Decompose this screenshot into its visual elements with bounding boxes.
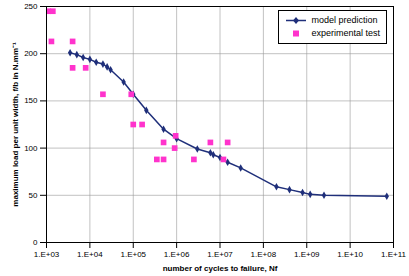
svg-text:1.E+09: 1.E+09 [294, 250, 320, 259]
svg-text:1.E+07: 1.E+07 [207, 250, 233, 259]
svg-text:250: 250 [24, 2, 38, 11]
svg-text:1.E+10: 1.E+10 [337, 250, 363, 259]
svg-text:maximum load per unit width, f: maximum load per unit width, f/b in N.mm… [11, 42, 20, 207]
svg-text:1.E+08: 1.E+08 [251, 250, 277, 259]
svg-text:100: 100 [24, 144, 38, 153]
svg-text:1.E+03: 1.E+03 [34, 250, 60, 259]
svg-text:200: 200 [24, 49, 38, 58]
html-text:experimental test: experimental test [311, 28, 380, 38]
svg-text:150: 150 [24, 96, 38, 105]
svg-text:1.E+05: 1.E+05 [120, 250, 146, 259]
svg-text:1.E+06: 1.E+06 [164, 250, 190, 259]
svg-text:1.E+04: 1.E+04 [77, 250, 103, 259]
svg-text:0: 0 [33, 238, 38, 247]
svg-text:1.E+11: 1.E+11 [381, 250, 407, 259]
svg-text:50: 50 [29, 191, 38, 200]
html-text:model prediction: model prediction [311, 15, 378, 25]
svg-text:number of cycles to failure, N: number of cycles to failure, Nf [163, 264, 278, 273]
